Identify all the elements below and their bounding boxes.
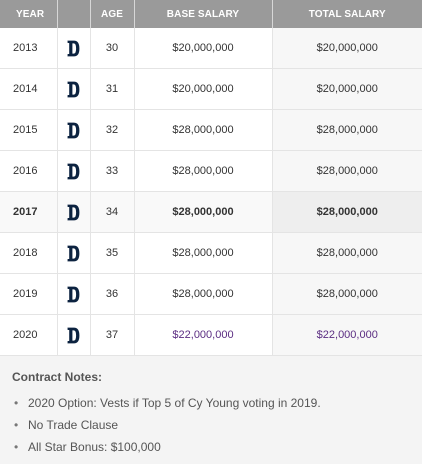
year-cell: 2014 [0,68,58,110]
total-salary-cell: $28,000,000 [272,109,422,151]
base-salary-cell: $28,000,000 [134,191,273,233]
table-row: 2018 35 $28,000,000 $28,000,000 [0,232,422,274]
total-salary-cell: $20,000,000 [272,28,422,69]
list-item: • No Trade Clause [12,418,410,432]
age-cell: 32 [90,109,135,151]
age-cell: 30 [90,28,135,69]
table-header-row: Year Age Base Salary Total Salary [0,0,422,28]
team-logo-icon [67,204,80,220]
age-cell: 36 [90,273,135,315]
bullet-icon: • [14,396,19,410]
table-row: 2015 32 $28,000,000 $28,000,000 [0,109,422,151]
header-base-salary: Base Salary [134,0,273,28]
base-salary-cell: $28,000,000 [134,109,273,151]
contract-notes-list: • 2020 Option: Vests if Top 5 of Cy Young… [12,396,410,454]
year-cell: 2019 [0,273,58,315]
base-salary-cell: $28,000,000 [134,273,273,315]
year-cell: 2017 [0,191,58,233]
base-salary-cell: $20,000,000 [134,28,273,69]
base-salary-cell: $22,000,000 [134,314,273,356]
team-logo-icon [67,122,80,138]
salary-table: Year Age Base Salary Total Salary 2013 3… [0,0,422,356]
table-row: 2019 36 $28,000,000 $28,000,000 [0,273,422,315]
table-row-option-year: 2020 37 $22,000,000 $22,000,000 [0,314,422,356]
year-cell: 2020 [0,314,58,356]
header-age: Age [90,0,135,28]
table-row: 2016 33 $28,000,000 $28,000,000 [0,150,422,192]
table-row: 2014 31 $20,000,000 $20,000,000 [0,68,422,110]
list-item: • All Star Bonus: $100,000 [12,440,410,454]
total-salary-cell: $28,000,000 [272,150,422,192]
year-cell: 2015 [0,109,58,151]
header-team [57,0,91,28]
header-year: Year [0,0,58,28]
contract-notes: Contract Notes: • 2020 Option: Vests if T… [0,370,422,454]
team-logo-icon [67,286,80,302]
note-text: 2020 Option: Vests if Top 5 of Cy Young … [28,396,321,410]
table-row-current-year: 2017 34 $28,000,000 $28,000,000 [0,191,422,233]
header-total-salary: Total Salary [272,0,422,28]
year-cell: 2016 [0,150,58,192]
age-cell: 34 [90,191,135,233]
note-text: No Trade Clause [28,418,119,432]
age-cell: 31 [90,68,135,110]
age-cell: 33 [90,150,135,192]
total-salary-cell: $28,000,000 [272,191,422,233]
base-salary-cell: $28,000,000 [134,232,273,274]
team-logo-icon [67,40,80,56]
total-salary-cell: $20,000,000 [272,68,422,110]
total-salary-cell: $28,000,000 [272,273,422,315]
year-cell: 2018 [0,232,58,274]
note-text: All Star Bonus: $100,000 [28,440,161,454]
year-cell: 2013 [0,28,58,69]
team-logo-icon [67,245,80,261]
base-salary-cell: $20,000,000 [134,68,273,110]
total-salary-cell: $22,000,000 [272,314,422,356]
age-cell: 37 [90,314,135,356]
list-item: • 2020 Option: Vests if Top 5 of Cy Young… [12,396,410,410]
age-cell: 35 [90,232,135,274]
team-logo-icon [67,163,80,179]
bullet-icon: • [14,440,19,454]
bullet-icon: • [14,418,19,432]
base-salary-cell: $28,000,000 [134,150,273,192]
table-row: 2013 30 $20,000,000 $20,000,000 [0,28,422,69]
team-logo-icon [67,327,80,343]
team-logo-icon [67,81,80,97]
total-salary-cell: $28,000,000 [272,232,422,274]
contract-notes-title: Contract Notes: [12,370,103,384]
